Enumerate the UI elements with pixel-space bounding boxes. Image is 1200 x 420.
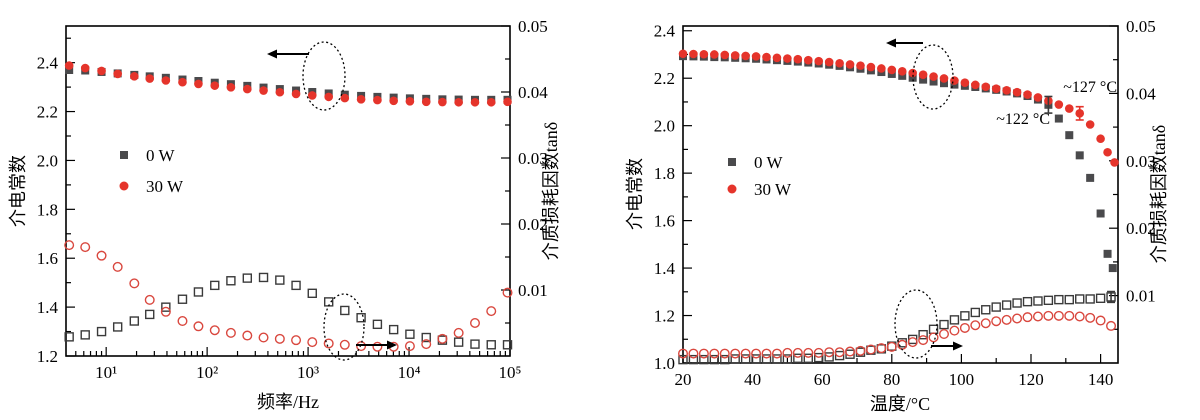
highlight-ellipse: [323, 293, 365, 361]
y-right-tick-label: 0.01: [518, 281, 548, 300]
y-left-tick-label: 1.8: [37, 200, 58, 219]
legend: 0 W 30 W: [727, 153, 792, 199]
y-right-tick-label: 0.03: [518, 149, 548, 168]
legend-marker-square: [120, 151, 128, 159]
series-30W-tand: [678, 310, 1117, 359]
y-left-tick-label: 2.4: [37, 54, 59, 73]
x-tick-label: 20: [675, 370, 692, 389]
y-right-tick-label: 0.04: [1126, 84, 1156, 103]
y-left-tick-labels: 1.0 1.2 1.4 1.6 1.8 2.0 2.2 2.4: [654, 22, 676, 373]
y-left-tick-label: 2.2: [654, 69, 675, 88]
y-right-tick-label: 0.05: [518, 17, 548, 36]
y-left-tick-label: 1.6: [654, 212, 675, 231]
chart-permittivity-vs-temperature: 20 40 60 80 100 120 140 1.0 1.2 1.4 1.6 1.8 2.0 2.2 2.…: [625, 17, 1169, 414]
x-tick-label: 60: [814, 370, 831, 389]
x-axis-title: 温度/°C: [870, 394, 930, 414]
series-0W-tand: [678, 292, 1116, 365]
y-right-tick-label: 0.02: [518, 215, 548, 234]
y-right-tick-label: 0.04: [518, 83, 548, 102]
x-tick-label: 140: [1088, 370, 1114, 389]
x-tick-label: 40: [744, 370, 761, 389]
y-right-tick-label: 0.03: [1126, 152, 1156, 171]
y-left-tick-label: 1.6: [37, 249, 58, 268]
y-right-tick-label: 0.02: [1126, 219, 1156, 238]
y-right-axis-title: 介质损耗因数tanδ: [1149, 125, 1169, 263]
x-tick-label: 10²: [196, 363, 218, 382]
error-bar: [1044, 95, 1053, 114]
y-left-tick-label: 1.8: [654, 164, 675, 183]
annotation-text: ~122 °C: [996, 111, 1050, 128]
x-tick-label: 80: [883, 370, 900, 389]
series-0W-tand: [64, 272, 513, 350]
axis-ticks: [66, 25, 511, 357]
highlight-ellipse: [894, 289, 938, 359]
y-left-tick-labels: 1.2 1.4 1.6 1.8 2.0 2.2 2.4: [37, 54, 59, 366]
error-bar: [1075, 105, 1084, 121]
x-tick-label: 10⁴: [398, 363, 421, 382]
y-right-tick-labels: 0.01 0.02 0.03 0.04 0.05: [518, 17, 548, 300]
annotation-text: ~127 °C: [1063, 79, 1117, 96]
arrowhead: [387, 340, 397, 350]
annotations: [267, 41, 397, 361]
legend-label: 0 W: [146, 146, 175, 165]
x-tick-label: 10¹: [95, 363, 117, 382]
x-tick-label: 10³: [297, 363, 319, 382]
series-0W-permittivity: [679, 52, 1117, 273]
x-axis-tick-labels: 20 40 60 80 100 120 140: [675, 370, 1114, 389]
y-left-tick-label: 2.0: [654, 117, 675, 136]
y-left-tick-label: 1.2: [654, 307, 675, 326]
x-tick-label: 100: [949, 370, 975, 389]
highlight-ellipse: [912, 44, 954, 110]
legend-marker-circle: [119, 181, 129, 191]
y-left-axis-title: 介电常数: [625, 158, 645, 230]
y-left-tick-label: 2.4: [654, 22, 676, 41]
y-left-tick-label: 1.0: [654, 354, 675, 373]
legend-label: 0 W: [754, 153, 783, 172]
annotations: ~127 °C ~122 °C: [886, 38, 1117, 359]
y-left-tick-label: 2.0: [37, 151, 58, 170]
y-right-tick-label: 0.01: [1126, 287, 1156, 306]
x-axis-tick-labels: 10¹ 10² 10³ 10⁴ 10⁵: [95, 363, 521, 382]
y-left-tick-label: 2.2: [37, 103, 58, 122]
x-axis-title: 频率/Hz: [257, 392, 319, 412]
arrowhead: [267, 49, 277, 59]
arrowhead: [953, 341, 963, 351]
legend: 0 W 30 W: [119, 146, 184, 196]
y-left-tick-label: 1.4: [37, 298, 59, 317]
x-tick-label: 10⁵: [499, 363, 522, 382]
legend-marker-square: [728, 158, 736, 166]
y-right-tick-label: 0.05: [1126, 17, 1156, 36]
x-tick-label: 120: [1018, 370, 1044, 389]
series-30W-permittivity: [678, 49, 1119, 167]
legend-label: 30 W: [146, 177, 184, 196]
arrowhead: [886, 38, 896, 48]
legend-marker-circle: [727, 184, 737, 194]
series-30W-tand: [64, 240, 513, 352]
y-left-tick-label: 1.2: [37, 347, 58, 366]
chart-permittivity-vs-frequency: 10¹ 10² 10³ 10⁴ 10⁵ 1.2 1.4 1.6 1.8 2.0 2.2 2.4 0.01…: [8, 17, 561, 412]
y-left-axis-title: 介电常数: [8, 155, 28, 227]
y-left-tick-label: 1.4: [654, 259, 676, 278]
series-0W-permittivity: [65, 66, 512, 104]
legend-label: 30 W: [754, 180, 792, 199]
error-bar: [1107, 290, 1116, 304]
y-right-tick-labels: 0.01 0.02 0.03 0.04 0.05: [1126, 17, 1156, 306]
y-right-axis-title: 介质损耗因数tanδ: [541, 122, 561, 260]
highlight-ellipse: [302, 41, 346, 111]
series-30W-permittivity: [64, 61, 512, 107]
